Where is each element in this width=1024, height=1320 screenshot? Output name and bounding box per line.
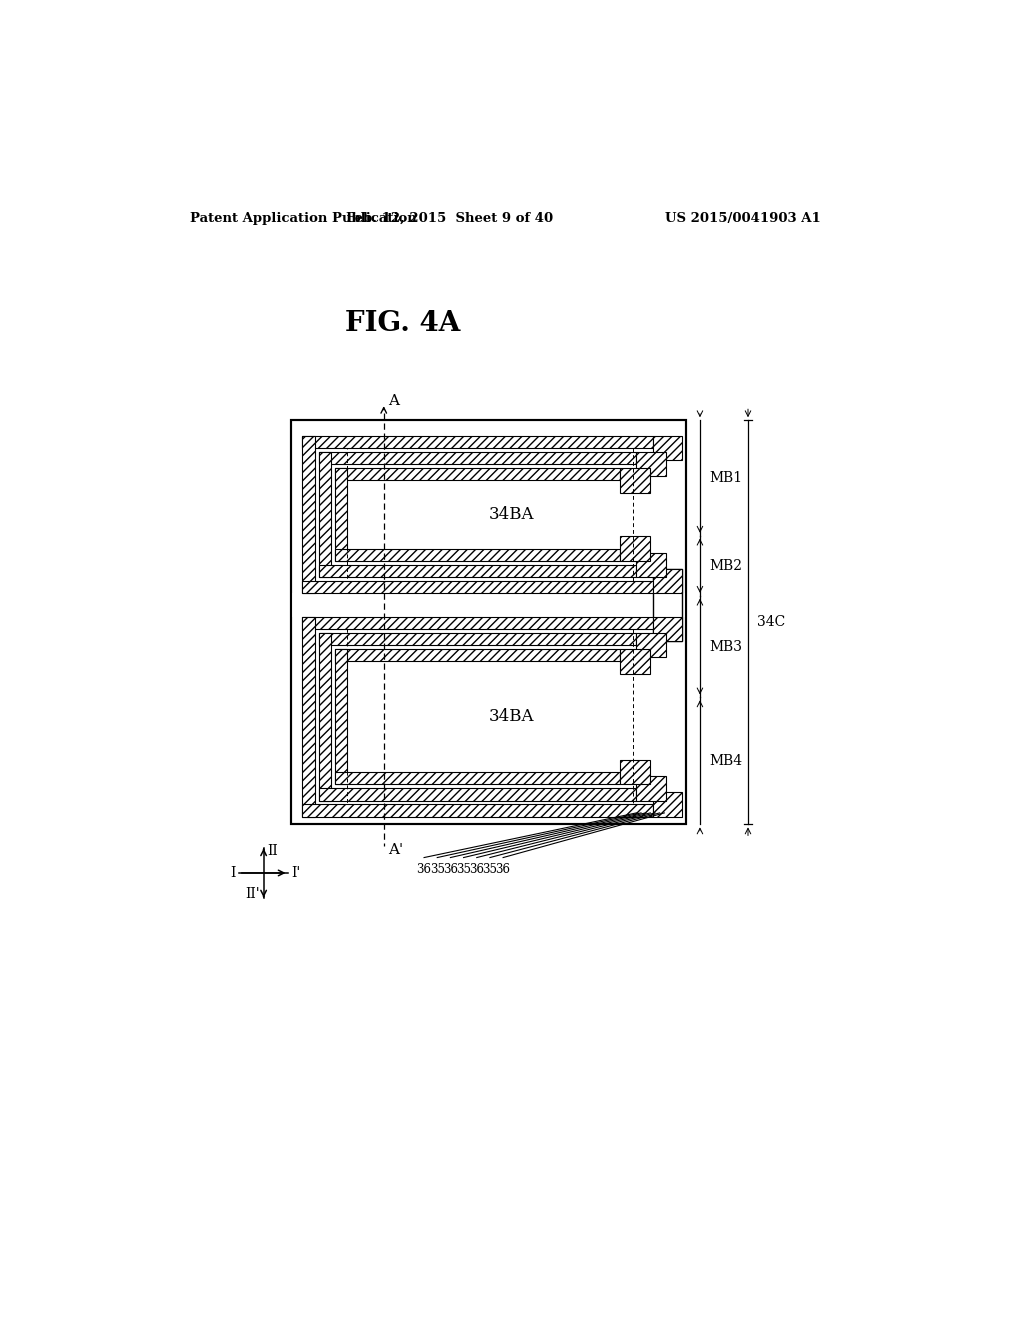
- Bar: [621, 469, 649, 492]
- Text: MB2: MB2: [710, 558, 742, 573]
- Bar: [621, 760, 649, 784]
- Bar: [335, 772, 621, 784]
- Bar: [335, 467, 621, 480]
- Text: 36: 36: [443, 863, 458, 876]
- Text: US 2015/0041903 A1: US 2015/0041903 A1: [665, 213, 821, 224]
- Bar: [335, 469, 347, 561]
- Text: MB1: MB1: [710, 471, 742, 484]
- Text: I: I: [230, 866, 236, 880]
- Bar: [652, 569, 682, 642]
- Text: II: II: [267, 845, 279, 858]
- Text: A: A: [388, 393, 398, 408]
- Text: 36: 36: [469, 863, 484, 876]
- Text: 34BA: 34BA: [488, 708, 535, 725]
- Bar: [318, 632, 636, 645]
- Bar: [652, 436, 682, 461]
- Text: 36: 36: [496, 863, 511, 876]
- Bar: [302, 436, 652, 447]
- Text: Patent Application Publication: Patent Application Publication: [190, 213, 417, 224]
- Bar: [314, 628, 652, 804]
- Text: MB3: MB3: [710, 640, 742, 653]
- Bar: [302, 436, 314, 594]
- Bar: [302, 581, 652, 594]
- Text: II': II': [245, 887, 260, 902]
- Bar: [636, 553, 666, 577]
- Bar: [636, 776, 666, 800]
- Bar: [318, 788, 636, 800]
- Bar: [652, 569, 682, 594]
- Bar: [318, 451, 331, 577]
- Bar: [302, 804, 652, 817]
- Bar: [302, 616, 652, 628]
- Bar: [621, 649, 649, 673]
- Text: FIG. 4A: FIG. 4A: [345, 310, 461, 338]
- Text: 35: 35: [430, 863, 444, 876]
- Bar: [335, 549, 621, 561]
- Bar: [314, 628, 652, 804]
- Bar: [636, 632, 666, 657]
- Text: A': A': [388, 843, 402, 857]
- Bar: [335, 649, 621, 661]
- Bar: [652, 792, 682, 817]
- Bar: [652, 616, 682, 642]
- Bar: [291, 420, 686, 825]
- Bar: [314, 447, 652, 581]
- Bar: [318, 632, 331, 800]
- Text: 35: 35: [482, 863, 498, 876]
- Text: MB4: MB4: [710, 754, 742, 768]
- Text: 34BA: 34BA: [488, 506, 535, 523]
- Text: Feb. 12, 2015  Sheet 9 of 40: Feb. 12, 2015 Sheet 9 of 40: [346, 213, 553, 224]
- Text: 35: 35: [456, 863, 471, 876]
- Bar: [314, 447, 652, 581]
- Bar: [291, 594, 686, 616]
- Bar: [302, 616, 314, 817]
- Bar: [318, 451, 636, 465]
- Bar: [636, 451, 666, 477]
- Bar: [335, 649, 347, 784]
- Text: 36: 36: [417, 863, 431, 876]
- Bar: [621, 536, 649, 561]
- Bar: [291, 420, 686, 825]
- Text: 34C: 34C: [758, 615, 785, 630]
- Bar: [318, 565, 636, 577]
- Text: I': I': [292, 866, 301, 880]
